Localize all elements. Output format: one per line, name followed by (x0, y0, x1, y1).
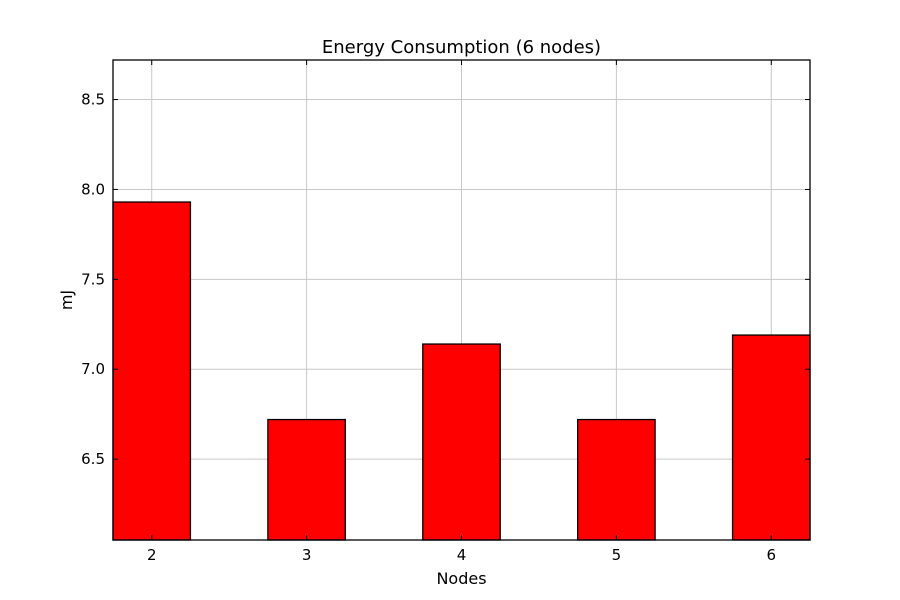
x-tick-label: 2 (147, 546, 157, 564)
x-tick-label: 6 (767, 546, 777, 564)
ticks (113, 60, 810, 540)
x-tick-labels: 2 3 4 5 6 (147, 546, 776, 564)
x-tick-label: 5 (612, 546, 622, 564)
y-tick-label: 6.5 (81, 450, 105, 468)
bar-5 (577, 418, 656, 541)
y-tick-labels: 6.5 7.0 7.5 8.0 8.5 (81, 91, 105, 469)
y-tick-label: 7.5 (81, 270, 105, 288)
bar-3 (267, 418, 346, 541)
x-axis-label: Nodes (436, 569, 486, 588)
bar-6 (731, 334, 811, 541)
y-tick-label: 8.0 (81, 180, 105, 198)
x-tick-label: 4 (457, 546, 467, 564)
bar-4 (422, 343, 501, 541)
chart-title: Energy Consumption (6 nodes) (322, 37, 601, 58)
bar-2 (112, 201, 192, 541)
y-axis-label: mJ (57, 290, 76, 310)
y-tick-label: 8.5 (81, 91, 105, 109)
x-tick-label: 3 (302, 546, 312, 564)
y-tick-label: 7.0 (81, 360, 105, 378)
